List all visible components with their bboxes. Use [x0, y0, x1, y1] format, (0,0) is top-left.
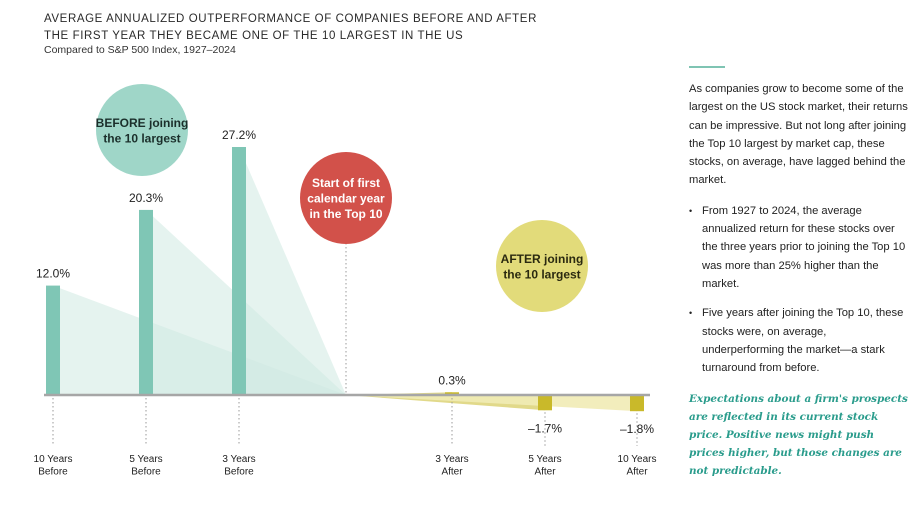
tick-label-1: 10 Years Before: [34, 454, 73, 478]
side-bullets: From 1927 to 2024, the average annualize…: [689, 202, 909, 378]
start-callout-label-line-3: in the Top 10: [309, 207, 382, 221]
bar-5: [538, 395, 552, 411]
after-wedge-3: [346, 395, 637, 412]
tick-label-2-line-2: Before: [131, 467, 161, 478]
chart-subtitle: Compared to S&P 500 Index, 1927–2024: [44, 44, 236, 56]
after-callout-label-line-2: the 10 largest: [503, 267, 580, 281]
side-panel: As companies grow to become some of the …: [689, 66, 909, 480]
before-callout-label-line-2: the 10 largest: [103, 131, 180, 145]
tick-label-6: 10 Years After: [618, 454, 657, 478]
before-callout-label: BEFORE joining the 10 largest: [96, 116, 189, 146]
tick-label-2: 5 Years Before: [129, 454, 162, 478]
tick-label-4-line-2: After: [441, 467, 463, 478]
start-callout-label-line-2: calendar year: [307, 192, 385, 206]
value-label-2: 20.3%: [129, 191, 163, 205]
chart-title-line-2: THE FIRST YEAR THEY BECAME ONE OF THE 10…: [44, 29, 464, 42]
before-wedge-2: [146, 209, 346, 395]
bar-2: [139, 209, 153, 395]
before-wedge-3: [239, 147, 346, 395]
side-quote: Expectations about a firm's prospects ar…: [689, 393, 908, 477]
bar-1: [46, 285, 60, 395]
tick-label-6-line-2: After: [626, 467, 648, 478]
tick-label-1-line-1: 10 Years: [34, 454, 73, 465]
side-divider: [689, 66, 725, 68]
tick-label-4-line-1: 3 Years: [435, 454, 468, 465]
after-callout-circle: [496, 220, 588, 312]
value-label-3: 27.2%: [222, 128, 256, 142]
outperformance-chart: 10 Years Before 5 Years Before 3 Years Before…: [34, 84, 657, 478]
value-label-1: 12.0%: [36, 267, 70, 281]
chart-title: AVERAGE ANNUALIZED OUTPERFORMANCE OF COM…: [44, 11, 537, 44]
chart-title-line-1: AVERAGE ANNUALIZED OUTPERFORMANCE OF COM…: [44, 13, 537, 25]
tick-label-3-line-2: Before: [224, 467, 254, 478]
tick-label-1-line-2: Before: [38, 467, 68, 478]
side-bullet-1: From 1927 to 2024, the average annualize…: [689, 202, 909, 293]
tick-label-4: 3 Years After: [435, 454, 468, 478]
tick-label-3-line-1: 3 Years: [222, 454, 255, 465]
tick-label-5-line-2: After: [534, 467, 556, 478]
tick-label-2-line-1: 5 Years: [129, 454, 162, 465]
side-intro: As companies grow to become some of the …: [689, 83, 908, 187]
bar-3: [232, 147, 246, 395]
start-callout-label: Start of first calendar year in the Top 10: [307, 176, 385, 221]
value-label-6: –1.8%: [620, 422, 654, 436]
before-callout-circle: [96, 84, 188, 176]
after-callout-label-line-1: AFTER joining: [501, 252, 584, 266]
tick-label-6-line-1: 10 Years: [618, 454, 657, 465]
after-callout-label: AFTER joining the 10 largest: [501, 252, 584, 282]
start-callout-label-line-1: Start of first: [312, 176, 380, 190]
value-label-5: –1.7%: [528, 421, 562, 435]
value-label-4: 0.3%: [438, 373, 466, 387]
tick-label-5: 5 Years After: [528, 454, 561, 478]
tick-label-5-line-1: 5 Years: [528, 454, 561, 465]
start-callout-circle: [300, 152, 392, 244]
before-callout-label-line-1: BEFORE joining: [96, 116, 189, 130]
side-bullet-2: Five years after joining the Top 10, the…: [689, 304, 909, 377]
bar-6: [630, 395, 644, 412]
tick-label-3: 3 Years Before: [222, 454, 255, 478]
